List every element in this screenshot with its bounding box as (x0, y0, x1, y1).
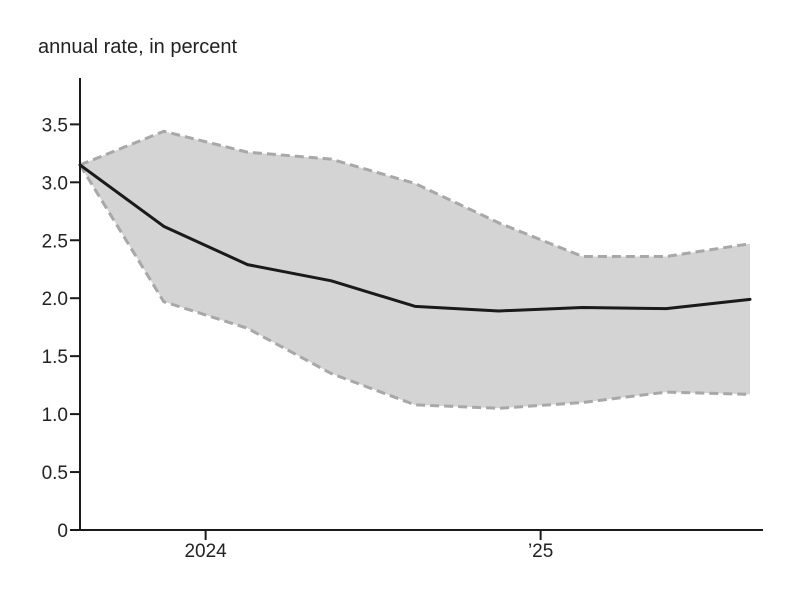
line-layer (78, 163, 752, 313)
band-lower-line (78, 164, 751, 410)
confidence-band-layer (78, 129, 751, 410)
axes-layer: 0 0.5 1.0 1.5 2.0 2.5 3.0 3.5 2024 ’25 (42, 78, 763, 562)
band-upper-line (79, 129, 751, 258)
y-axis-label: annual rate, in percent (38, 36, 238, 58)
y-tick-label: 0 (57, 521, 68, 542)
x-tick-label: 2024 (184, 541, 227, 562)
y-tick-label: 3.5 (42, 115, 68, 136)
y-tick-label: 1.0 (42, 405, 68, 426)
x-tick-label: ’25 (528, 541, 553, 562)
y-tick-label: 3.0 (42, 173, 68, 194)
band-area (80, 131, 750, 409)
y-tick-label: 2.5 (42, 231, 68, 252)
y-tick-label: 2.0 (42, 289, 68, 310)
y-tick-label: 1.5 (42, 347, 68, 368)
y-tick-label: 0.5 (42, 463, 68, 484)
